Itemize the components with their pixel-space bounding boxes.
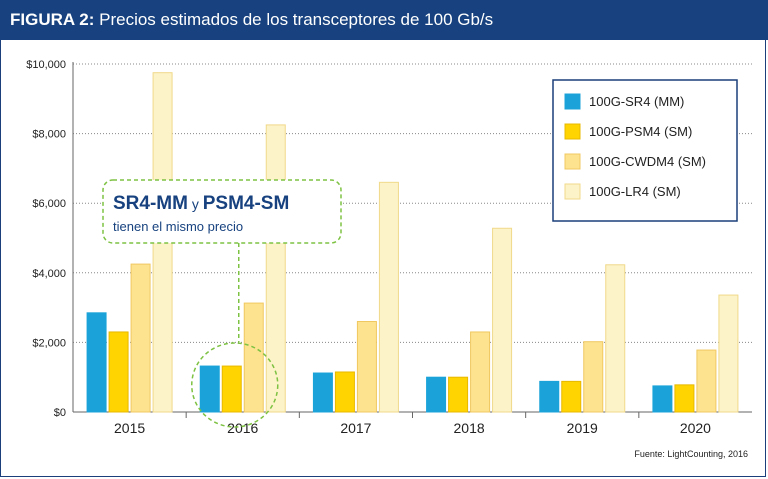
bar-2020-series-2 — [674, 384, 695, 413]
x-tick-label: 2015 — [114, 420, 145, 436]
bar-2016-series-3 — [243, 302, 264, 413]
bar-2020-series-1 — [652, 385, 673, 413]
callout-box — [102, 179, 342, 244]
legend-box — [552, 79, 738, 222]
y-tick-label: $0 — [54, 407, 66, 419]
callout-subtitle: tienen el mismo precio — [113, 219, 243, 234]
bar-2017-series-2 — [334, 371, 355, 413]
figure-label: FIGURA 2: — [10, 10, 95, 29]
callout-psm4: PSM4-SM — [203, 193, 290, 214]
y-tick-label: $2,000 — [32, 337, 66, 349]
bar-2017-series-4 — [378, 181, 399, 413]
bar-2017-series-3 — [356, 321, 377, 413]
bar-2019-series-4 — [605, 264, 626, 413]
y-tick-label: $4,000 — [32, 268, 66, 280]
y-tick-label: $6,000 — [32, 198, 66, 210]
bar-2018-series-3 — [470, 331, 491, 413]
bar-2018-series-4 — [492, 227, 513, 413]
bar-2015-series-3 — [130, 263, 151, 413]
legend-swatch-2 — [564, 123, 581, 140]
bar-2018-series-2 — [448, 376, 469, 413]
x-tick-label: 2019 — [567, 420, 598, 436]
figure-header: FIGURA 2: Precios estimados de los trans… — [0, 0, 768, 40]
source-note: Fuente: LightCounting, 2016 — [634, 449, 748, 459]
legend-swatch-4 — [564, 183, 581, 200]
bar-2016-series-2 — [221, 365, 242, 413]
y-tick-label: $10,000 — [26, 59, 66, 71]
x-tick-label: 2016 — [227, 420, 258, 436]
legend-label-3: 100G-CWDM4 (SM) — [589, 154, 706, 169]
bar-2017-series-1 — [312, 372, 333, 413]
legend-swatch-1 — [564, 93, 581, 110]
bar-2019-series-3 — [583, 341, 604, 413]
bar-2020-series-4 — [718, 294, 739, 413]
legend-label-4: 100G-LR4 (SM) — [589, 184, 681, 199]
callout-title: SR4-MM y PSM4-SM — [113, 193, 289, 214]
bar-2015-series-1 — [86, 312, 107, 413]
callout-sr4: SR4-MM — [113, 193, 188, 214]
legend-label-2: 100G-PSM4 (SM) — [589, 124, 692, 139]
x-tick-label: 2017 — [340, 420, 371, 436]
figure-title-text: Precios estimados de los transceptores d… — [99, 10, 494, 29]
y-tick-label: $8,000 — [32, 129, 66, 141]
bar-2015-series-2 — [108, 331, 129, 413]
bar-2016-series-1 — [199, 365, 220, 413]
legend-label-1: 100G-SR4 (MM) — [589, 94, 684, 109]
figure-title: FIGURA 2: Precios estimados de los trans… — [10, 10, 493, 30]
bar-2018-series-1 — [426, 376, 447, 413]
callout-highlight-circle — [191, 342, 279, 428]
legend-swatch-3 — [564, 153, 581, 170]
bar-2019-series-1 — [539, 380, 560, 413]
bar-2020-series-3 — [696, 349, 717, 413]
x-tick-label: 2018 — [454, 420, 485, 436]
bar-2019-series-2 — [561, 380, 582, 413]
x-tick-label: 2020 — [680, 420, 711, 436]
bar-2016-series-4 — [265, 124, 286, 413]
callout-connector: y — [188, 196, 203, 212]
